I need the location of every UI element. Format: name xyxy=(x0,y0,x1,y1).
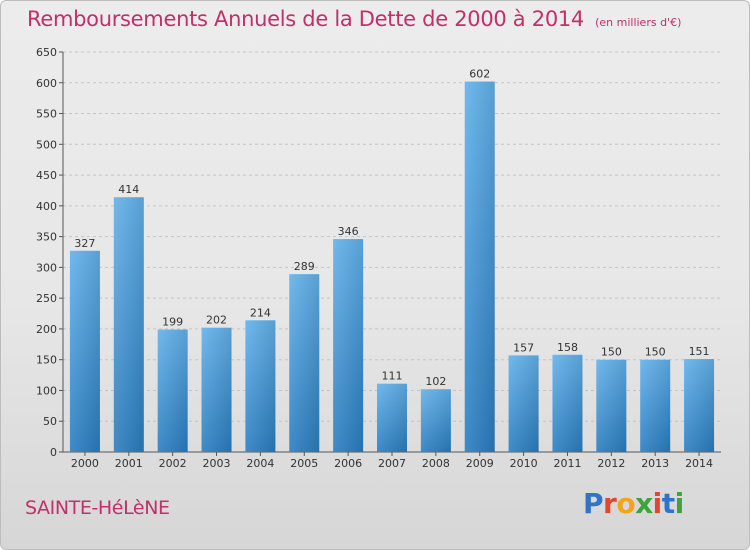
bar-value-label: 214 xyxy=(250,306,271,319)
bar-shade xyxy=(377,383,407,452)
y-tick-label: 350 xyxy=(36,231,57,244)
bar-value-label: 158 xyxy=(557,341,578,354)
logo-letter: t xyxy=(661,487,675,520)
x-tick-label: 2011 xyxy=(553,457,581,470)
bar-value-label: 150 xyxy=(601,346,622,359)
y-tick-label: 400 xyxy=(36,200,57,213)
bar-shade xyxy=(420,389,451,452)
logo-letter: o xyxy=(616,487,636,520)
bar-layer xyxy=(69,81,715,453)
x-tick-label: 2001 xyxy=(115,457,143,470)
bar-shade xyxy=(289,274,320,452)
chart-subtitle: (en milliers d'€) xyxy=(595,16,682,29)
x-tick-label: 2007 xyxy=(378,457,406,470)
x-tick-label: 2009 xyxy=(466,457,494,470)
bar-value-label: 414 xyxy=(118,183,139,196)
bar-shade xyxy=(684,359,715,452)
bar-value-label: 111 xyxy=(382,370,403,383)
x-tick-label: 2000 xyxy=(71,457,99,470)
bar-shade xyxy=(157,329,188,452)
y-tick-label: 150 xyxy=(36,354,57,367)
bar-value-label: 327 xyxy=(74,237,95,250)
y-tick-label: 50 xyxy=(43,415,57,428)
y-tick-label: 200 xyxy=(36,323,57,336)
bar-value-label: 346 xyxy=(338,225,359,238)
chart-title: Remboursements Annuels de la Dette de 20… xyxy=(27,7,584,31)
bar-value-label: 289 xyxy=(294,260,315,273)
axis-layer: 0 50 100 150 200 250 300 350 400 450 500 550 600 650 2… xyxy=(36,46,721,470)
x-tick-label: 2010 xyxy=(510,457,538,470)
x-tick-label: 2013 xyxy=(641,457,669,470)
y-tick-label: 650 xyxy=(36,46,57,59)
bar-shade xyxy=(69,250,100,452)
y-tick-label: 450 xyxy=(36,169,57,182)
title-row: Remboursements Annuels de la Dette de 20… xyxy=(27,7,681,31)
bar-value-label: 157 xyxy=(513,341,534,354)
logo-letter: x xyxy=(635,487,653,520)
bar-shade xyxy=(508,355,539,452)
y-tick-label: 550 xyxy=(36,108,57,121)
logo-letter: r xyxy=(603,487,617,520)
logo-letter: i xyxy=(652,487,663,520)
logo-letter: P xyxy=(583,487,604,520)
x-tick-label: 2014 xyxy=(685,457,713,470)
x-tick-label: 2008 xyxy=(422,457,450,470)
commune-name: SAINTE-HéLèNE xyxy=(25,497,170,519)
y-tick-label: 300 xyxy=(36,261,57,274)
x-tick-label: 2012 xyxy=(597,457,625,470)
x-tick-label: 2002 xyxy=(159,457,187,470)
logo-letter: i xyxy=(674,487,685,520)
y-tick-label: 0 xyxy=(50,446,57,459)
y-tick-label: 100 xyxy=(36,384,57,397)
x-tick-label: 2003 xyxy=(203,457,231,470)
bar-value-label: 199 xyxy=(162,316,183,329)
bar-shade xyxy=(245,320,276,452)
bar-value-label: 151 xyxy=(689,345,710,358)
label-layer: 327 414 199 202 214 289 346 111 102 602 157 158 150 1… xyxy=(74,68,709,389)
bar-shade xyxy=(552,354,583,452)
bar-value-label: 150 xyxy=(645,346,666,359)
bar-shade xyxy=(596,359,627,452)
y-tick-label: 500 xyxy=(36,138,57,151)
proxiti-logo: Proxiti xyxy=(583,487,684,520)
x-tick-label: 2004 xyxy=(246,457,274,470)
bar-shade xyxy=(333,239,364,452)
bar-shade xyxy=(640,359,671,452)
x-tick-label: 2005 xyxy=(290,457,318,470)
bar-shade xyxy=(464,81,495,453)
bar-shade xyxy=(113,197,144,452)
bar-value-label: 602 xyxy=(469,68,490,81)
bar-shade xyxy=(201,327,232,452)
y-tick-label: 250 xyxy=(36,292,57,305)
bar-value-label: 102 xyxy=(425,375,446,388)
bar-value-label: 202 xyxy=(206,314,227,327)
y-tick-label: 600 xyxy=(36,77,57,90)
x-tick-label: 2006 xyxy=(334,457,362,470)
